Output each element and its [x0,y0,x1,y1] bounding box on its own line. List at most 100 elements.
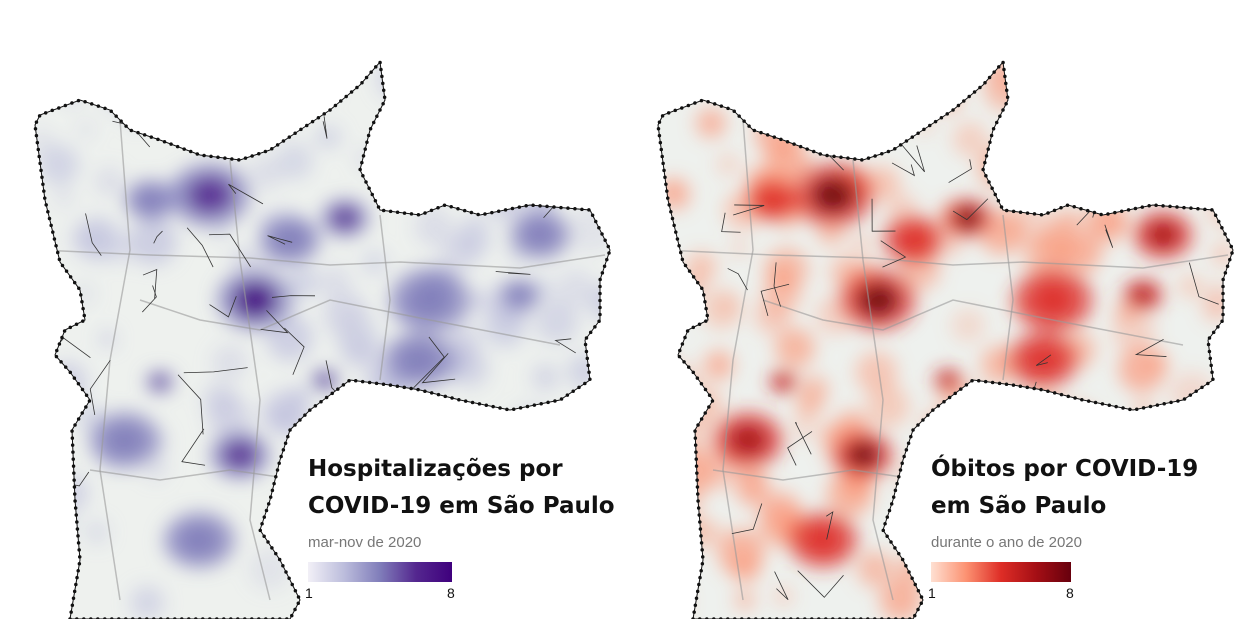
heat-blob [54,395,78,419]
heat-blob [816,101,842,127]
heat-blob [137,70,169,102]
heat-blob [408,282,452,318]
heat-blob [480,179,526,225]
heat-blob [1008,62,1043,97]
heat-blob [483,542,503,563]
map-panel: Hospitalizações por COVID-19 em São Paulo… [33,60,615,619]
heat-blob [248,548,291,591]
heat-blob [665,362,701,398]
heat-blob [508,405,556,453]
heat-blob [658,580,687,619]
heat-blob [1015,394,1034,413]
map-title: COVID-19 em São Paulo [308,493,615,519]
heat-blob [103,90,120,107]
heat-blob [762,275,801,315]
heat-blob [208,396,253,441]
heat-blob [572,99,595,121]
district-line [142,285,157,313]
road [662,249,1229,269]
district-line [267,235,293,245]
district-line [787,431,813,466]
district-line [1036,354,1052,366]
heat-blob [658,458,678,488]
road [852,159,894,601]
district-line [662,528,688,558]
heat-blob [826,470,873,518]
heat-blob [1195,81,1216,102]
heat-blob [531,363,560,391]
heat-blob [704,350,734,380]
district-line [443,97,472,124]
district-line [932,414,982,427]
heat-blob [1156,128,1181,153]
road [722,119,754,601]
district-line [421,353,456,384]
heat-blob [865,166,900,201]
heat-blob [1147,351,1169,373]
heat-blob [65,62,102,89]
heat-blob [994,407,1012,426]
district-line [209,296,237,318]
heat-blob [1023,344,1063,376]
heat-blob [658,348,672,366]
heat-blob [1115,302,1132,320]
heat-blob [1028,392,1055,419]
heat-blob [522,537,567,582]
heat-blob [414,207,454,247]
district-line [196,95,255,125]
heat-blob [1129,154,1169,195]
heat-blob [230,248,254,271]
heat-blob [866,384,910,428]
heat-blob [46,522,66,543]
district-line [208,233,251,268]
heat-blob [180,524,220,556]
heat-blob [1206,186,1233,230]
heat-blob [780,69,799,88]
district-line [871,198,896,232]
heat-blob [895,554,927,586]
district-line [284,327,305,375]
heat-blob [1040,172,1057,189]
heat-blob [489,595,511,617]
district-line [1019,391,1037,423]
district-line [1168,493,1196,507]
heat-blob [105,424,145,456]
heat-blob [659,178,690,210]
district-line [181,428,206,466]
district-line [1111,110,1136,117]
heat-blob [331,207,359,229]
heat-blob [211,344,248,381]
heat-blob [136,188,164,212]
heat-blob [1199,512,1233,557]
heat-blob [1146,221,1180,249]
heat-blob [775,375,791,389]
heat-blob [696,108,726,138]
legend-bar [931,562,1071,582]
heat-blob [519,519,568,568]
heat-blob [35,563,53,590]
heat-blob [941,235,962,256]
heat-blob [407,179,433,205]
district-line [733,204,765,216]
map-panel: Óbitos por COVID-19 em São Paulo durante o… [656,60,1235,619]
heat-blob [799,375,829,406]
heat-blob [566,63,607,105]
legend-min: 1 [305,585,313,601]
legend-max: 8 [447,585,455,601]
district-line [797,570,844,598]
heat-blob [464,288,488,313]
heat-blob [951,308,986,343]
heat-blob [400,344,440,376]
district-line [948,159,972,183]
heat-blob [455,220,492,257]
heat-blob [1203,114,1233,150]
heat-blob [857,282,899,318]
heat-blob [936,92,955,110]
heat-blob [685,251,717,283]
map-subtitle: mar-nov de 2020 [308,534,421,551]
heat-blob [811,177,855,213]
heat-blob [124,100,150,126]
district-line [183,367,248,374]
district-line [891,162,916,177]
road [39,249,606,269]
